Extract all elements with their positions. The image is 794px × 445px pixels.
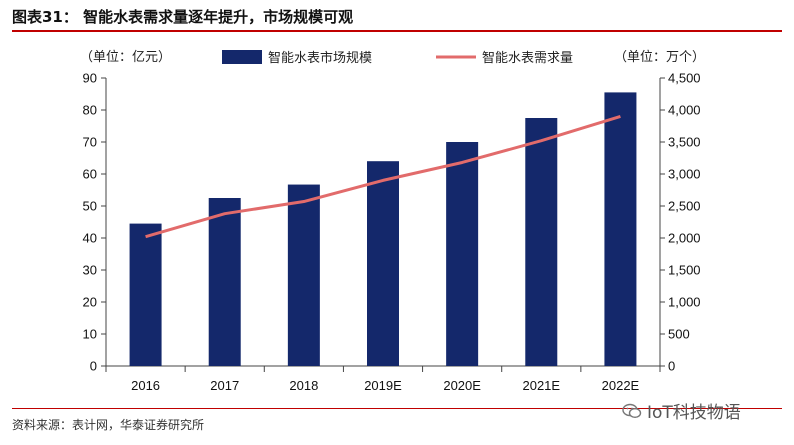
- left-axis-tick-label: 60: [83, 167, 97, 182]
- right-axis-unit-label: （单位：万个）: [614, 50, 706, 65]
- legend-label-market-size: 智能水表市场规模: [268, 50, 372, 66]
- bar-market-size-2022E: [604, 92, 637, 367]
- watermark: IoT科技物语: [622, 398, 741, 423]
- left-axis-tick-label: 10: [83, 327, 97, 342]
- x-axis-tick-label: 2016: [131, 378, 160, 393]
- right-axis-tick-label: 4,000: [668, 103, 701, 118]
- right-axis-tick-label: 3,000: [668, 167, 701, 182]
- source-note: 资料来源：表计网，华泰证券研究所: [12, 418, 205, 432]
- right-axis-tick-label: 2,000: [668, 231, 701, 246]
- x-axis-tick-label: 2018: [289, 378, 318, 393]
- left-axis-tick-label: 20: [83, 295, 97, 310]
- legend-swatch-market-size: [222, 50, 262, 64]
- x-axis-tick-label: 2022E: [602, 378, 640, 393]
- right-axis-tick-label: 1,000: [668, 295, 701, 310]
- right-axis-tick-label: 500: [668, 327, 690, 342]
- left-axis-tick-label: 50: [83, 199, 97, 214]
- wechat-icon: [622, 403, 642, 419]
- footer-divider: [12, 408, 782, 409]
- title-divider: [12, 30, 782, 32]
- bar-market-size-2019E: [367, 161, 399, 366]
- left-axis-tick-label: 30: [83, 263, 97, 278]
- bar-market-size-2016: [129, 223, 162, 366]
- right-axis-tick-label: 0: [668, 359, 675, 374]
- left-axis-tick-label: 70: [83, 135, 97, 150]
- x-axis-tick-label: 2017: [210, 378, 239, 393]
- right-axis-tick-label: 2,500: [668, 199, 701, 214]
- watermark-text: IoT科技物语: [647, 403, 741, 423]
- left-axis-tick-label: 80: [83, 103, 97, 118]
- chart-title: 图表31： 智能水表需求量逐年提升，市场规模可观: [12, 8, 354, 26]
- x-axis-tick-label: 2020E: [443, 378, 481, 393]
- left-axis-tick-label: 40: [83, 231, 97, 246]
- bar-market-size-2017: [208, 198, 241, 366]
- right-axis-tick-label: 1,500: [668, 263, 701, 278]
- legend-label-demand: 智能水表需求量: [482, 51, 573, 66]
- left-axis-tick-label: 90: [83, 71, 97, 86]
- right-axis-tick-label: 4,500: [668, 71, 701, 86]
- x-axis-tick-label: 2021E: [522, 378, 560, 393]
- bar-market-size-2018: [287, 184, 320, 366]
- right-axis-tick-label: 3,500: [668, 135, 701, 150]
- left-axis-tick-label: 0: [90, 359, 97, 374]
- x-axis-tick-label: 2019E: [364, 378, 402, 393]
- left-axis-unit-label: （单位：亿元）: [80, 50, 172, 65]
- bar-market-size-2020E: [446, 142, 479, 366]
- bar-market-size-2021E: [525, 118, 558, 366]
